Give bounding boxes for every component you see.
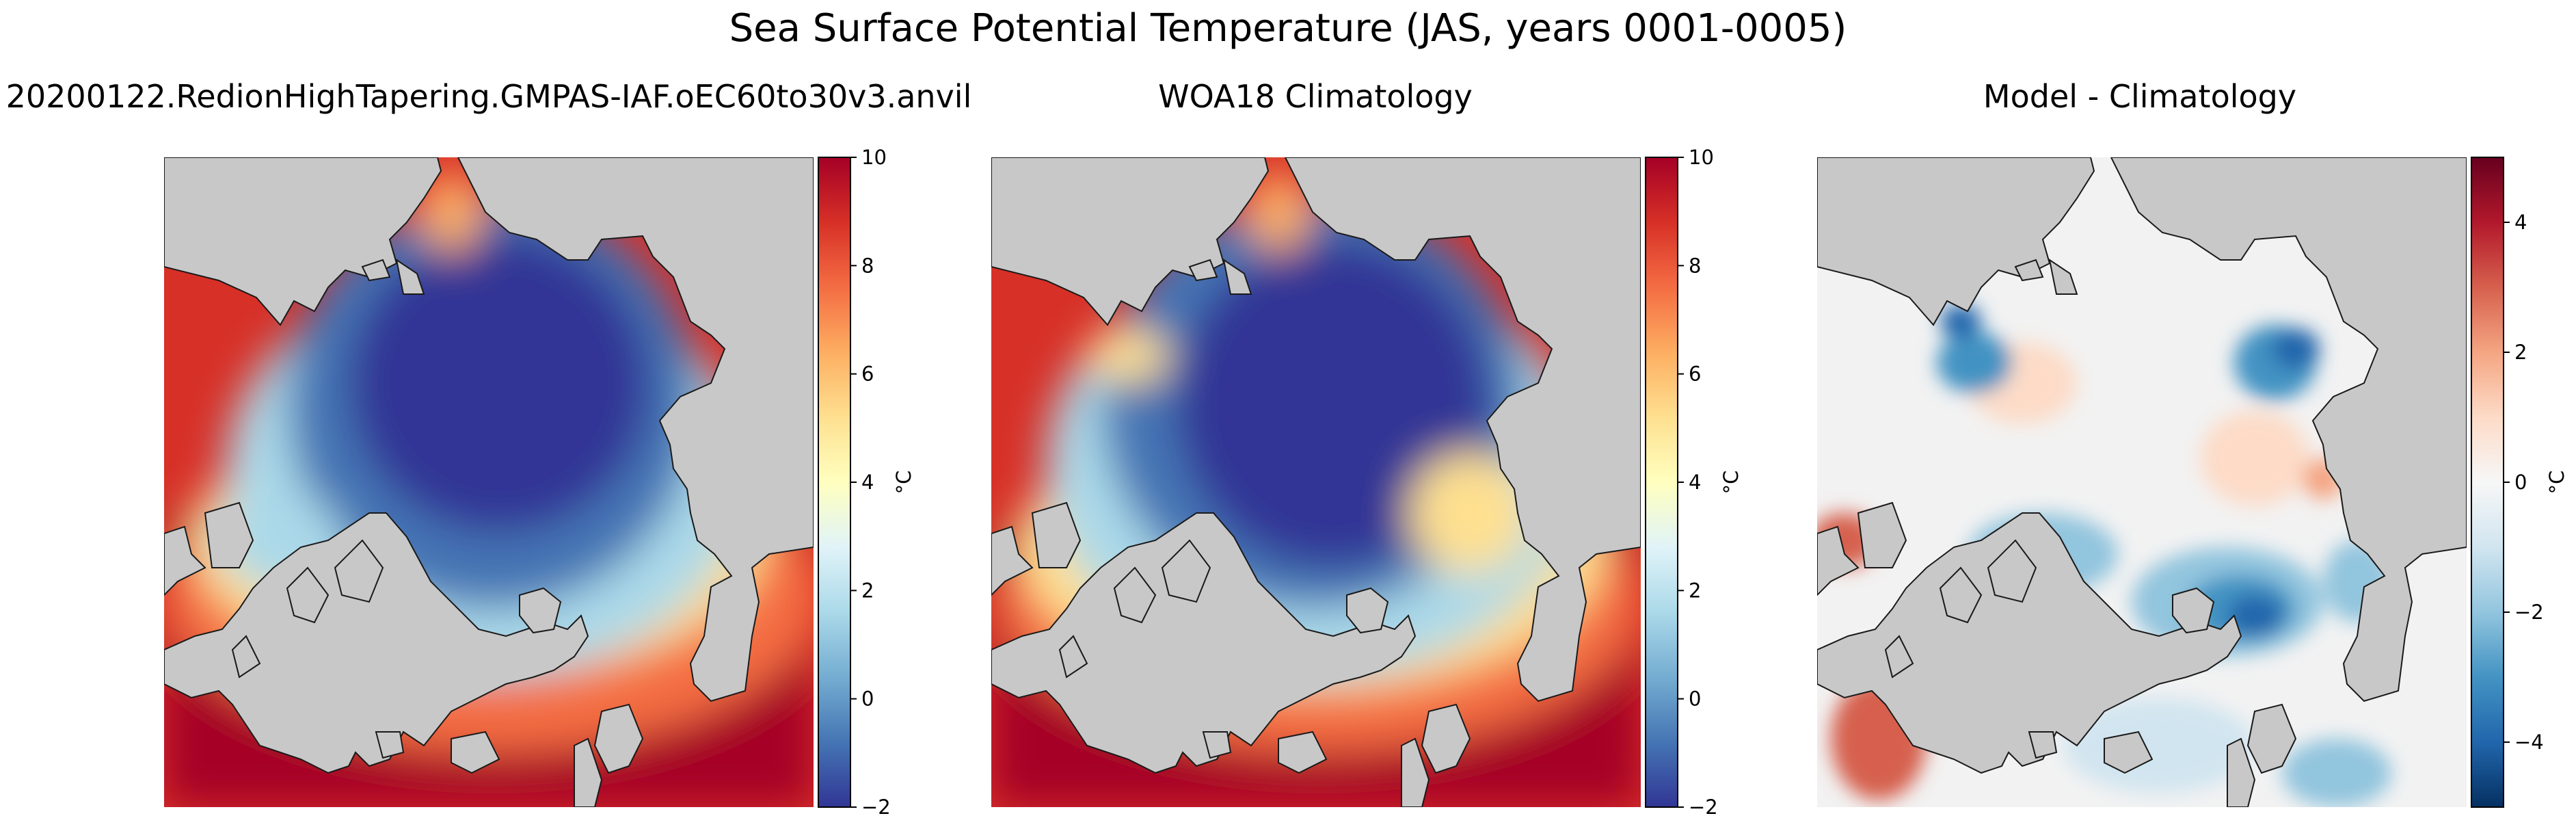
colorbar-tick-label: −2 [2514,601,2544,624]
panel-difference-map [1817,157,2467,807]
panel-climatology-colorbar: −2 0 2 4 6 8 10 °C [1645,146,1743,819]
colorbar-tick-label: −4 [2514,731,2544,754]
colorbar-tick-label: 6 [1689,363,1701,386]
colorbar-tick-label: −2 [1689,795,1718,819]
panel-climatology-title: WOA18 Climatology [1158,78,1473,115]
colorbar-tick-label: 0 [861,687,874,711]
panel-model-colorbar: −2 0 2 4 6 8 10 °C [818,146,915,819]
colorbar-tick-label: 8 [861,254,874,277]
figure-title: Sea Surface Potential Temperature (JAS, … [729,6,1847,51]
colorbar-tick-label: 4 [861,471,874,494]
panel-model-colorbar-bar [818,157,851,808]
colorbar-tick-label: 10 [861,146,887,169]
panel-model: 20200122.RedionHighTapering.GMPAS-IAF.oE… [6,78,972,819]
colorbar-tick-label: 2 [861,579,874,602]
colorbar-tick-label: 10 [1689,146,1714,169]
panel-difference-title: Model - Climatology [1983,78,2296,115]
colorbar-tick-label: 8 [1689,254,1701,277]
colorbar-tick-label: 4 [2514,211,2527,234]
panel-difference-colorbar: −4 −2 0 2 4 °C [2471,157,2568,808]
panel-difference: Model - Climatology [1817,78,2568,808]
colorbar-tick-label: 0 [1689,687,1701,711]
colorbar-tick-label: 6 [861,363,874,386]
colorbar-tick-label: −2 [861,795,891,819]
colorbar-tick-label: 2 [1689,579,1701,602]
panel-model-title: 20200122.RedionHighTapering.GMPAS-IAF.oE… [6,78,972,115]
panel-difference-colorbar-label: °C [2545,471,2568,495]
colorbar-tick-label: 0 [2514,471,2527,494]
panel-model-colorbar-label: °C [892,471,915,495]
panel-climatology-colorbar-label: °C [1719,471,1743,495]
colorbar-tick-label: 2 [2514,341,2527,364]
colorbar-tick-label: 4 [1689,471,1701,494]
panel-model-map [164,157,814,807]
panel-difference-colorbar-bar [2471,157,2504,808]
panel-climatology: WOA18 Climatology −2 0 2 4 [991,78,1743,819]
panel-climatology-colorbar-bar [1645,157,1678,808]
panel-climatology-map [991,157,1641,807]
